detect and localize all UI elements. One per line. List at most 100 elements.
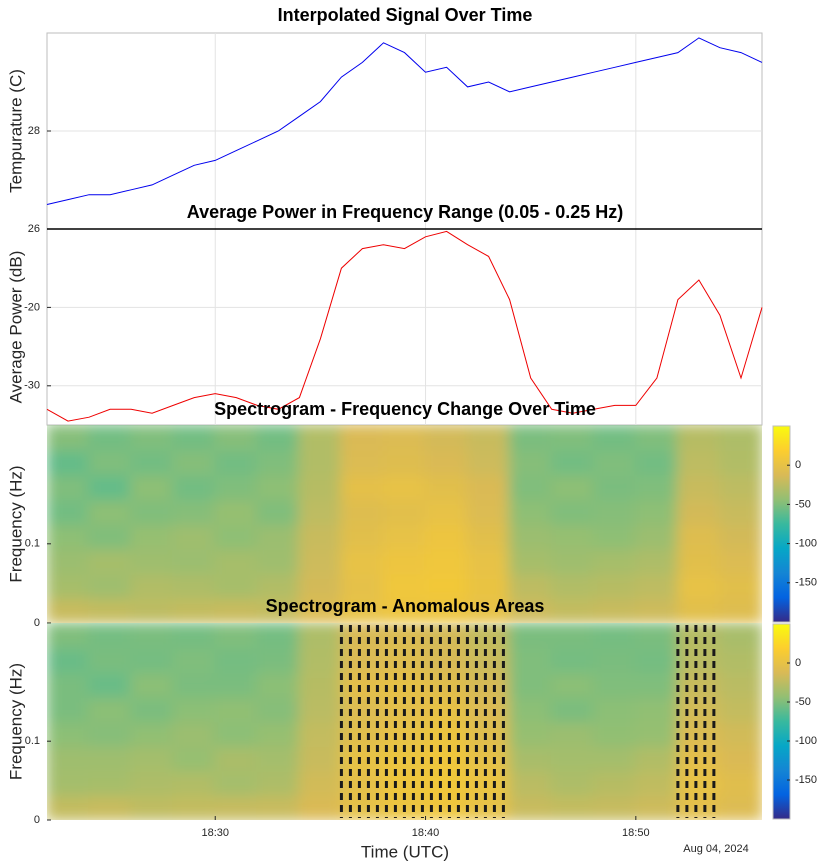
heatmap-cell: [676, 448, 721, 476]
heatmap-cell: [256, 523, 301, 550]
heatmap-cell: [214, 572, 259, 600]
y-tick-label: 28: [28, 125, 40, 137]
heatmap-cell: [256, 646, 301, 674]
heatmap-cell: [718, 769, 762, 797]
heatmap-cell: [298, 769, 343, 797]
heatmap-cell: [130, 769, 175, 797]
heatmap-cell: [634, 498, 679, 525]
heatmap-cell: [88, 769, 133, 797]
y-axis-label: Tempurature (C): [6, 69, 25, 193]
heatmap-cell: [88, 671, 133, 698]
heatmap-cell: [340, 473, 385, 501]
heatmap-cell: [592, 794, 637, 820]
heatmap-cell: [172, 523, 217, 550]
heatmap-cell: [424, 523, 469, 550]
heatmap-cell: [424, 572, 469, 600]
heatmap-cell: [130, 597, 175, 623]
heatmap-cell: [466, 597, 511, 623]
heatmap-cell: [382, 523, 427, 550]
heatmap-cell: [592, 745, 637, 772]
heatmap-cell: [550, 597, 595, 623]
heatmap-cell: [340, 523, 385, 550]
heatmap-cell: [256, 671, 301, 698]
data-line: [46, 230, 763, 422]
heatmap-cell: [634, 695, 679, 723]
date-label: Aug 04, 2024: [683, 843, 748, 855]
heatmap-cell: [256, 745, 301, 772]
heatmap-cell: [592, 695, 637, 723]
heatmap-cell: [508, 794, 553, 820]
heatmap-cell: [550, 794, 595, 820]
heatmap-cell: [550, 671, 595, 698]
heatmap-cell: [550, 769, 595, 797]
heatmap-cell: [172, 597, 217, 623]
heatmap-cell: [130, 720, 175, 748]
heatmap-cell: [88, 523, 133, 550]
heatmap-cell: [592, 523, 637, 550]
heatmap-cell: [47, 769, 91, 797]
heatmap-cell: [47, 671, 91, 698]
heatmap-cell: [508, 623, 553, 649]
heatmap-cell: [382, 425, 427, 451]
colorbar-tick-label: -150: [795, 774, 817, 786]
heatmap-cell: [256, 572, 301, 600]
heatmap-cell: [424, 448, 469, 476]
heatmap-cell: [172, 769, 217, 797]
heatmap-cell: [550, 646, 595, 674]
heatmap-cell: [214, 498, 259, 525]
heatmap-cell: [592, 597, 637, 623]
heatmap-cell: [592, 769, 637, 797]
heatmap-cell: [214, 769, 259, 797]
data-line: [46, 37, 763, 205]
heatmap-cell: [424, 473, 469, 501]
heatmap-cell: [298, 597, 343, 623]
heatmap-cell: [214, 623, 259, 649]
heatmap-cell: [256, 623, 301, 649]
heatmap-cell: [47, 547, 91, 575]
heatmap-cell: [47, 572, 91, 600]
colorbar-tick-label: -50: [795, 498, 811, 510]
colorbar: [772, 623, 791, 820]
heatmap-cell: [592, 473, 637, 501]
heatmap-cell: [466, 473, 511, 501]
heatmap-cell: [214, 671, 259, 698]
heatmap-cell: [172, 572, 217, 600]
heatmap-cell: [718, 597, 762, 623]
heatmap-cell: [298, 695, 343, 723]
heatmap-cell: [256, 769, 301, 797]
heatmap-cell: [298, 498, 343, 525]
heatmap-cell: [256, 794, 301, 820]
heatmap-cell: [172, 547, 217, 575]
heatmap-cell: [340, 448, 385, 476]
y-axis-label: Frequency (Hz): [6, 663, 25, 780]
y-axis-label: Average Power (dB): [6, 251, 25, 404]
heatmap-cell: [466, 425, 511, 451]
heatmap-cell: [424, 425, 469, 451]
heatmap-cell: [676, 473, 721, 501]
heatmap-cell: [592, 646, 637, 674]
heatmap-cell: [508, 646, 553, 674]
heatmap-cell: [47, 623, 91, 649]
heatmap-cell: [634, 523, 679, 550]
colorbar: [772, 425, 791, 623]
heatmap-cell: [47, 695, 91, 723]
heatmap-cell: [172, 473, 217, 501]
heatmap-cell: [550, 547, 595, 575]
heatmap-cell: [718, 794, 762, 820]
y-tick-label: 26: [28, 223, 40, 235]
heatmap-cell: [88, 473, 133, 501]
heatmap-cell: [550, 523, 595, 550]
heatmap-cell: [214, 473, 259, 501]
heatmap-cell: [466, 547, 511, 575]
heatmap-cell: [634, 572, 679, 600]
colorbar-tick-label: -50: [795, 696, 811, 708]
heatmap-cell: [130, 473, 175, 501]
heatmap-cell: [47, 448, 91, 476]
heatmap-cell: [550, 448, 595, 476]
heatmap-cell: [172, 671, 217, 698]
heatmap-cell: [508, 425, 553, 451]
heatmap-cell: [634, 794, 679, 820]
heatmap-cell: [214, 597, 259, 623]
heatmap-cell: [88, 547, 133, 575]
